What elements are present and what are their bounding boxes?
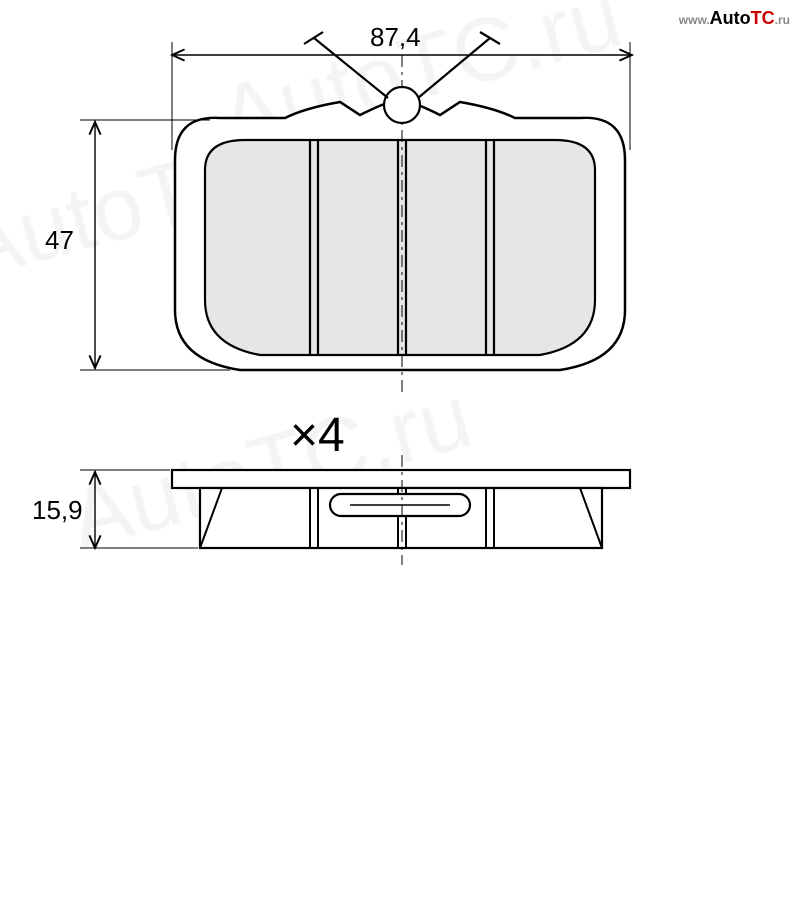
technical-drawing bbox=[0, 0, 800, 600]
dim-height: 47 bbox=[45, 225, 74, 256]
quantity-label: ×4 bbox=[290, 408, 345, 463]
dim-width: 87,4 bbox=[370, 22, 421, 53]
top-view bbox=[80, 32, 632, 395]
diagram-canvas: AutoTC.ru AutoTC.ru AutoTC.ru www.AutoTC… bbox=[0, 0, 800, 600]
side-view bbox=[80, 455, 630, 565]
dim-thickness: 15,9 bbox=[32, 495, 83, 526]
